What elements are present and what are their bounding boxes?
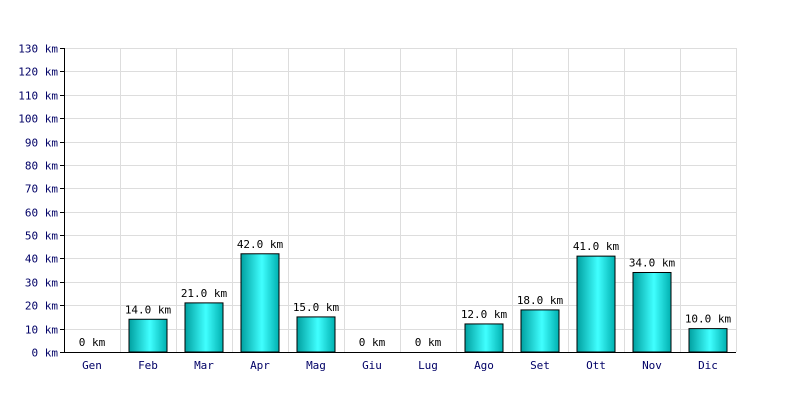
x-tick-label-nov: Nov bbox=[642, 359, 662, 372]
x-tick-label-mar: Mar bbox=[194, 359, 214, 372]
y-tick-label: 10 km bbox=[25, 324, 58, 337]
y-tick-label: 20 km bbox=[25, 300, 58, 313]
y-tick-label: 110 km bbox=[18, 90, 58, 103]
bar-value-label-ago: 12.0 km bbox=[461, 308, 508, 321]
x-tick-label-apr: Apr bbox=[250, 359, 270, 372]
y-tick-label: 50 km bbox=[25, 230, 58, 243]
y-tick-label: 30 km bbox=[25, 277, 58, 290]
bar-value-label-apr: 42.0 km bbox=[237, 238, 284, 251]
bar-feb bbox=[128, 318, 168, 353]
bar-apr bbox=[240, 253, 280, 353]
grid-lines bbox=[64, 48, 737, 352]
bar-mag bbox=[296, 316, 336, 353]
x-tick-label-giu: Giu bbox=[362, 359, 382, 372]
x-tick-label-mag: Mag bbox=[306, 359, 326, 372]
bar-value-label-mag: 15.0 km bbox=[293, 301, 340, 314]
bar-value-label-giu: 0 km bbox=[359, 336, 386, 349]
x-tick-label-set: Set bbox=[530, 359, 550, 372]
y-tick-label: 130 km bbox=[18, 43, 58, 56]
x-tick-label-lug: Lug bbox=[418, 359, 438, 372]
y-tick-label: 100 km bbox=[18, 113, 58, 126]
y-tick-label: 120 km bbox=[18, 66, 58, 79]
x-tick-label-feb: Feb bbox=[138, 359, 158, 372]
x-tick-label-gen: Gen bbox=[82, 359, 102, 372]
bar-value-label-ott: 41.0 km bbox=[573, 240, 620, 253]
x-tick-label-dic: Dic bbox=[698, 359, 718, 372]
y-tick-label: 60 km bbox=[25, 207, 58, 220]
y-tick-label: 70 km bbox=[25, 183, 58, 196]
x-tick-label-ago: Ago bbox=[474, 359, 494, 372]
bar-value-label-dic: 10.0 km bbox=[685, 313, 732, 326]
bar-value-label-lug: 0 km bbox=[415, 336, 442, 349]
axes bbox=[60, 48, 736, 353]
bar-dic bbox=[688, 328, 728, 353]
y-tick-label: 0 km bbox=[32, 347, 59, 360]
bar-ago bbox=[464, 323, 504, 353]
bar-mar bbox=[184, 302, 224, 353]
bar-value-label-set: 18.0 km bbox=[517, 294, 564, 307]
bar-nov bbox=[632, 271, 672, 353]
bars bbox=[128, 253, 728, 353]
bar-value-label-feb: 14.0 km bbox=[125, 303, 172, 316]
bar-ott bbox=[576, 255, 616, 353]
y-axis-tick-labels: 0 km 10 km 20 km 30 km 40 km 50 km 60 km 70 km 8… bbox=[18, 43, 58, 360]
bar-set bbox=[520, 309, 560, 353]
x-tick-label-ott: Ott bbox=[586, 359, 606, 372]
bar-value-label-mar: 21.0 km bbox=[181, 287, 228, 300]
bar-value-label-nov: 34.0 km bbox=[629, 256, 676, 269]
y-tick-label: 80 km bbox=[25, 160, 58, 173]
bar-value-label-gen: 0 km bbox=[79, 336, 106, 349]
bar-value-labels: 0 km 14.0 km 21.0 km 42.0 km 15.0 km 0 km 0 km… bbox=[79, 238, 732, 349]
y-tick-label: 40 km bbox=[25, 253, 58, 266]
y-tick-label: 90 km bbox=[25, 137, 58, 150]
x-axis-category-labels: Gen Feb Mar Apr Mag Giu Lug Ago Set Ott Nov Dic bbox=[82, 359, 718, 372]
